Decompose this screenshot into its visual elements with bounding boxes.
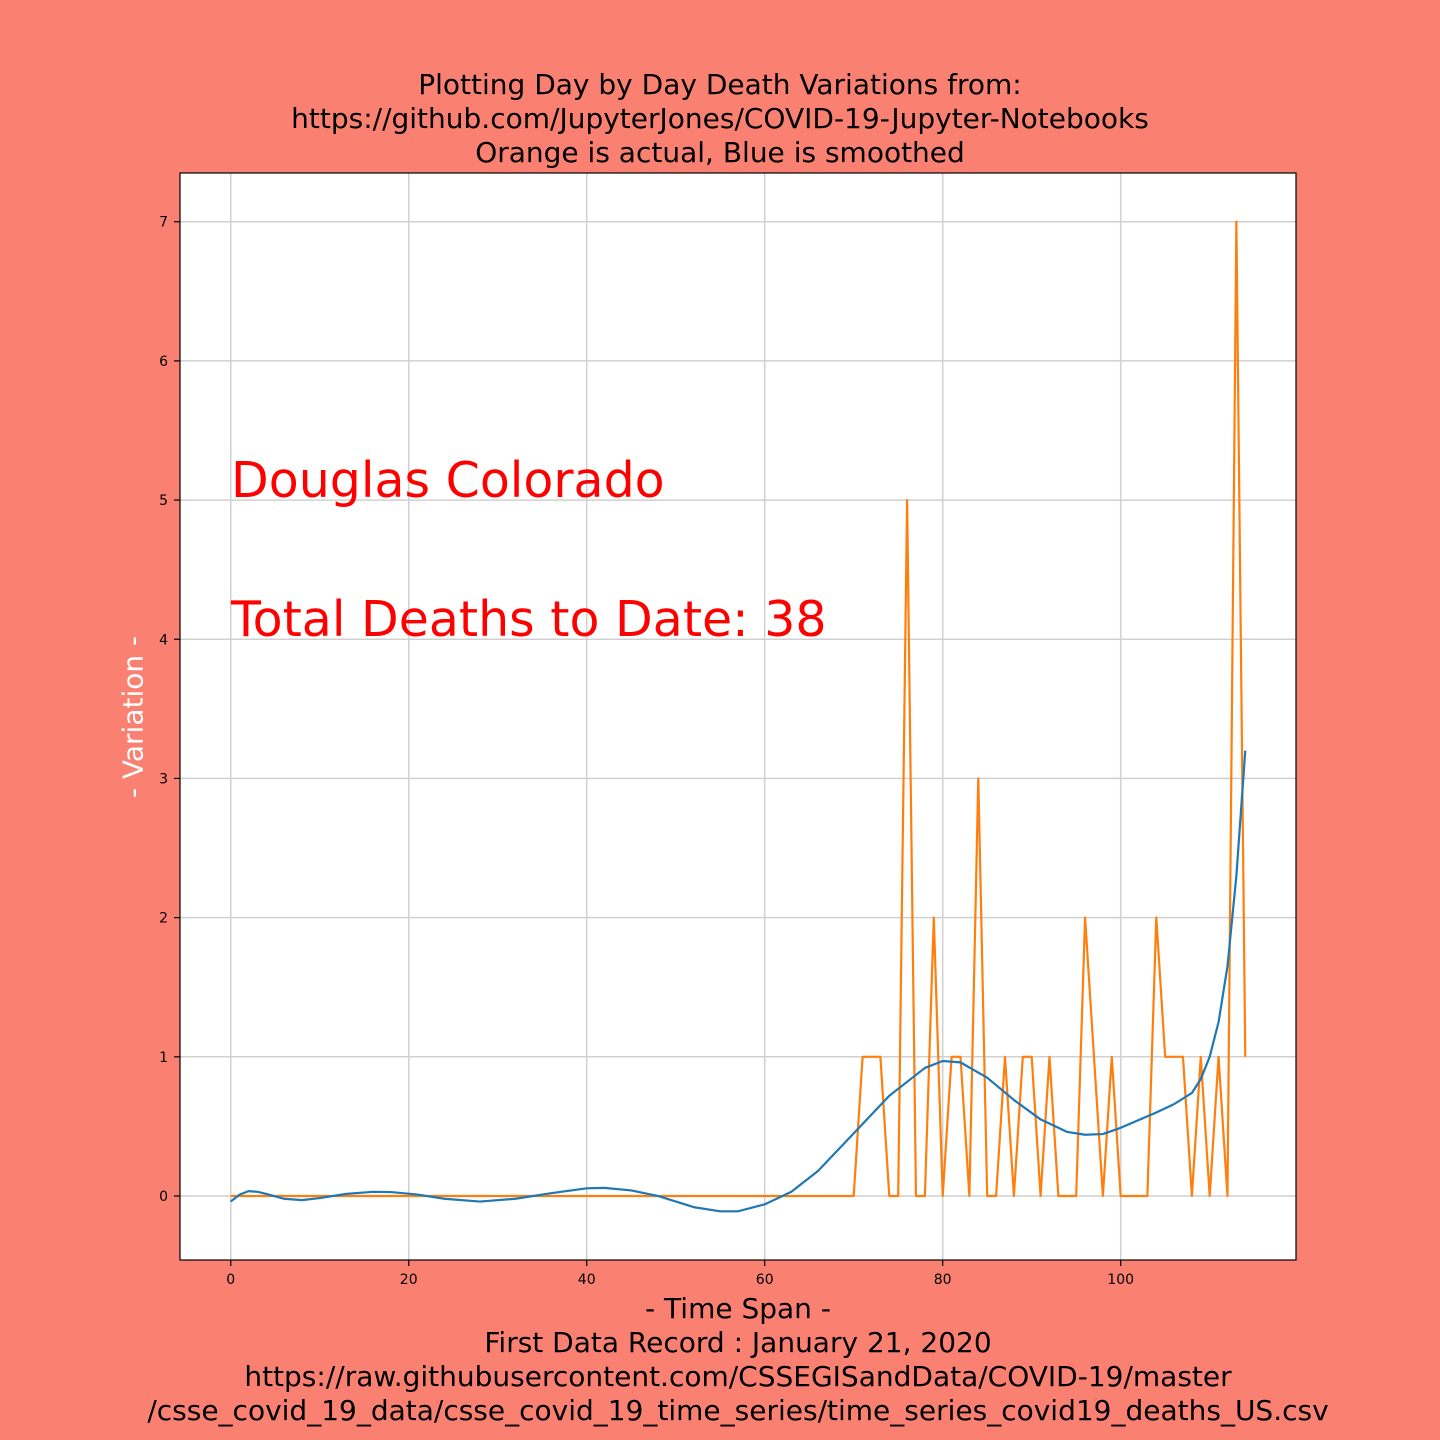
ticks: 0 20 40 60 80 100 0 1 2 3 4 5 6 7 bbox=[159, 215, 1134, 1288]
grid bbox=[180, 173, 1296, 1260]
y-tick-label: 4 bbox=[159, 632, 168, 648]
x-tick-label: 100 bbox=[1107, 1272, 1134, 1288]
x-tick-label: 80 bbox=[934, 1272, 952, 1288]
plot-area bbox=[180, 173, 1296, 1260]
series-group bbox=[230, 220, 1247, 1213]
title-line-2: https://github.com/JupyterJones/COVID-19… bbox=[291, 102, 1149, 135]
y-tick-label: 6 bbox=[159, 354, 168, 370]
xlabel-line-1: - Time Span - bbox=[645, 1292, 831, 1325]
y-tick-label: 1 bbox=[159, 1050, 168, 1066]
y-tick-label: 5 bbox=[159, 493, 168, 509]
plot-frame bbox=[179, 172, 1297, 1261]
x-axis-label: - Time Span - First Data Record : Januar… bbox=[0, 1292, 1440, 1428]
title-line-1: Plotting Day by Day Death Variations fro… bbox=[418, 68, 1022, 101]
x-tick-label: 60 bbox=[756, 1272, 774, 1288]
xlabel-line-3: https://raw.githubusercontent.com/CSSEGI… bbox=[244, 1360, 1232, 1393]
annotation-total-deaths: Total Deaths to Date: 38 bbox=[231, 591, 827, 648]
title-line-3: Orange is actual, Blue is smoothed bbox=[475, 136, 965, 169]
xlabel-line-4: /csse_covid_19_data/csse_covid_19_time_s… bbox=[147, 1394, 1329, 1427]
y-tick-label: 7 bbox=[159, 215, 168, 231]
y-tick-label: 2 bbox=[159, 911, 168, 927]
series-line-smoothed bbox=[230, 750, 1247, 1213]
x-tick-label: 20 bbox=[400, 1272, 418, 1288]
annotation-county: Douglas Colorado bbox=[231, 452, 665, 509]
y-tick-label: 0 bbox=[159, 1189, 168, 1205]
x-tick-label: 40 bbox=[578, 1272, 596, 1288]
chart-title: Plotting Day by Day Death Variations fro… bbox=[0, 68, 1440, 170]
y-tick-label: 3 bbox=[159, 771, 168, 787]
series-line-actual bbox=[230, 220, 1247, 1198]
x-tick-label: 0 bbox=[226, 1272, 235, 1288]
xlabel-line-2: First Data Record : January 21, 2020 bbox=[484, 1326, 992, 1359]
y-axis-label: - Variation - bbox=[116, 635, 150, 799]
